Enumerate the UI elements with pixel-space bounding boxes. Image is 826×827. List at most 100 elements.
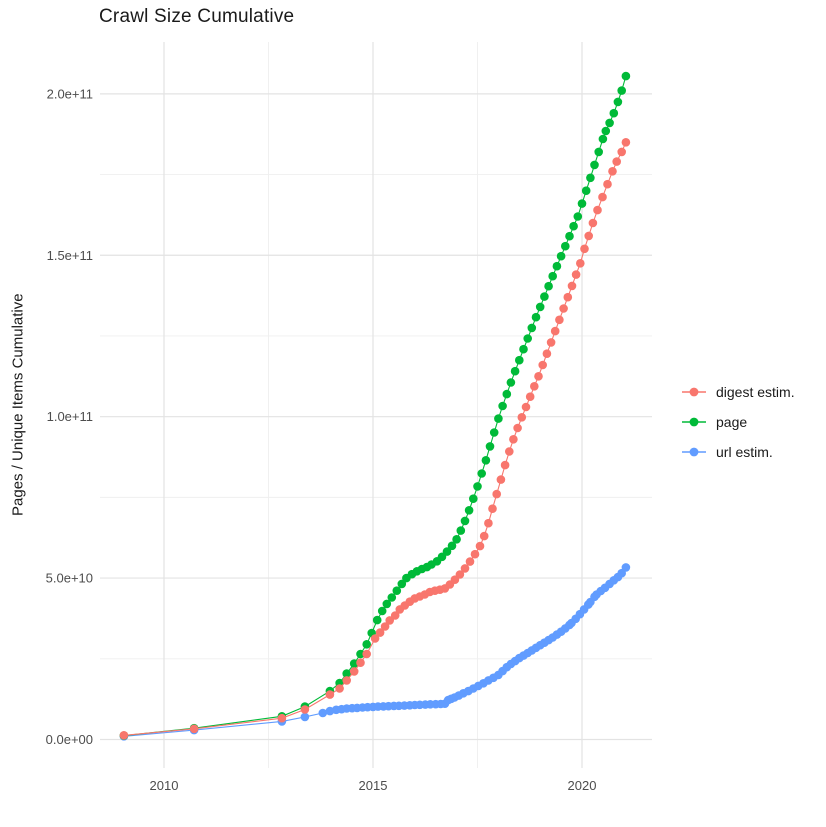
data-point bbox=[473, 482, 482, 491]
data-point bbox=[621, 71, 631, 81]
data-point bbox=[382, 599, 392, 609]
minor-gridlines bbox=[100, 42, 652, 768]
data-point bbox=[380, 622, 390, 631]
data-point bbox=[469, 494, 478, 504]
data-point bbox=[559, 304, 568, 313]
data-point bbox=[349, 667, 359, 676]
series-url-estim bbox=[119, 563, 631, 741]
legend-item-url-estim: url estim. bbox=[681, 441, 795, 463]
data-point bbox=[571, 270, 581, 279]
data-point bbox=[561, 241, 570, 251]
legend-label: url estim. bbox=[716, 444, 773, 460]
data-point bbox=[603, 179, 612, 189]
data-point bbox=[470, 549, 480, 559]
data-point bbox=[479, 531, 489, 541]
data-point bbox=[601, 126, 611, 136]
legend-key-point-line-icon bbox=[682, 417, 706, 427]
data-point bbox=[569, 221, 578, 231]
data-point bbox=[356, 658, 365, 667]
data-point bbox=[488, 504, 497, 513]
data-point bbox=[460, 564, 470, 573]
data-point bbox=[342, 669, 352, 678]
chart-title: Crawl Size Cumulative bbox=[99, 6, 295, 27]
data-point bbox=[531, 312, 541, 322]
data-point bbox=[581, 186, 591, 195]
data-point bbox=[521, 402, 531, 412]
y-tick-label: 5.0e+10 bbox=[46, 571, 93, 586]
data-point bbox=[577, 199, 587, 208]
x-tick-label: 2020 bbox=[568, 778, 597, 793]
series-line-digest-estim bbox=[123, 142, 627, 736]
data-point bbox=[525, 392, 535, 402]
data-point bbox=[594, 147, 603, 157]
y-tick-label: 0.0e+00 bbox=[46, 732, 93, 747]
data-point bbox=[375, 628, 385, 637]
data-point bbox=[370, 634, 380, 643]
data-point bbox=[372, 615, 382, 625]
data-point bbox=[460, 516, 470, 526]
data-point bbox=[335, 684, 344, 693]
data-point bbox=[349, 659, 359, 668]
data-point bbox=[392, 586, 402, 595]
data-point bbox=[617, 147, 626, 157]
data-point bbox=[548, 271, 557, 281]
legend-item-page: page bbox=[681, 411, 795, 433]
data-point bbox=[617, 86, 626, 95]
data-point bbox=[538, 360, 547, 370]
data-point bbox=[544, 281, 553, 291]
data-point bbox=[318, 708, 328, 718]
data-point bbox=[584, 231, 593, 241]
data-point bbox=[515, 355, 524, 365]
data-point bbox=[535, 302, 545, 312]
data-point bbox=[573, 212, 583, 221]
data-point bbox=[300, 712, 310, 722]
data-point bbox=[621, 138, 631, 147]
data-point bbox=[442, 547, 452, 556]
data-point bbox=[519, 344, 528, 354]
data-point bbox=[505, 447, 514, 456]
data-point bbox=[546, 338, 556, 347]
data-point bbox=[621, 563, 631, 572]
data-point bbox=[119, 731, 129, 740]
data-point bbox=[586, 173, 595, 183]
data-point bbox=[598, 134, 608, 144]
data-point bbox=[527, 323, 537, 333]
y-tick-label: 2.0e+11 bbox=[47, 86, 93, 101]
data-point bbox=[452, 535, 461, 544]
data-point bbox=[612, 157, 621, 166]
data-point bbox=[556, 251, 566, 261]
data-point bbox=[362, 649, 372, 659]
data-point bbox=[356, 649, 365, 659]
data-point bbox=[498, 401, 507, 411]
data-point bbox=[510, 366, 520, 376]
data-point bbox=[567, 281, 577, 291]
data-point bbox=[542, 349, 552, 359]
data-point bbox=[565, 231, 574, 241]
data-point bbox=[613, 97, 623, 107]
data-point bbox=[552, 261, 562, 271]
x-tick-label: 2015 bbox=[359, 778, 388, 793]
data-point bbox=[502, 389, 512, 399]
legend-key-point-line-icon bbox=[682, 447, 706, 457]
data-point bbox=[464, 506, 474, 515]
legend-label: digest estim. bbox=[716, 384, 795, 400]
data-point bbox=[475, 541, 485, 551]
data-point bbox=[605, 118, 614, 128]
data-point bbox=[397, 579, 407, 589]
data-point bbox=[540, 292, 549, 301]
data-point bbox=[390, 611, 400, 620]
data-point bbox=[455, 570, 465, 579]
series-points-url-estim bbox=[119, 563, 631, 741]
data-point bbox=[513, 423, 522, 433]
series-line-url-estim bbox=[123, 567, 627, 737]
data-point bbox=[598, 192, 607, 202]
data-point bbox=[277, 713, 287, 723]
data-point bbox=[590, 160, 599, 170]
data-point bbox=[509, 435, 518, 444]
data-point bbox=[608, 167, 617, 176]
data-point bbox=[447, 541, 457, 551]
data-point bbox=[477, 469, 487, 478]
data-point bbox=[489, 428, 499, 437]
data-point bbox=[189, 724, 199, 734]
